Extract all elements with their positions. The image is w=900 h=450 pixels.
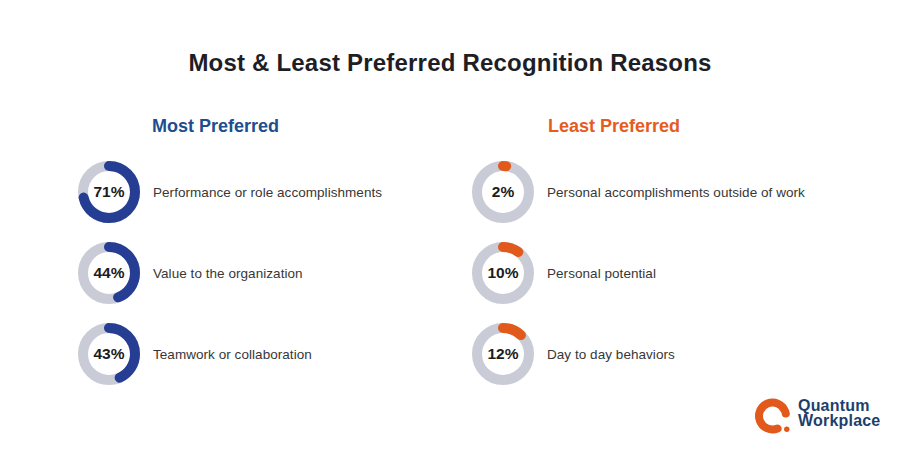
donut-value: 43% [78,323,140,385]
donut-chart: 2% [472,161,534,223]
column-most-preferred: 71% Performance or role accomplishments 44… [78,161,382,404]
donut-row: 44% Value to the organization [78,242,382,304]
donut-row: 2% Personal accomplishments outside of wo… [472,161,805,223]
donut-row: 43% Teamwork or collaboration [78,323,382,385]
donut-label: Teamwork or collaboration [153,347,312,362]
donut-value: 44% [78,242,140,304]
donut-chart: 10% [472,242,534,304]
donut-chart: 12% [472,323,534,385]
donut-value: 10% [472,242,534,304]
heading-most-preferred: Most Preferred [152,116,279,137]
donut-row: 12% Day to day behaviors [472,323,805,385]
heading-least-preferred: Least Preferred [548,116,680,137]
quantum-workplace-logo: Quantum Workplace [751,396,880,440]
quantum-workplace-logo-icon [751,396,795,440]
donut-label: Personal potential [547,266,656,281]
page-title: Most & Least Preferred Recognition Reaso… [0,49,900,77]
donut-row: 71% Performance or role accomplishments [78,161,382,223]
donut-row: 10% Personal potential [472,242,805,304]
quantum-workplace-logo-text: Quantum Workplace [798,398,880,428]
donut-value: 2% [472,161,534,223]
donut-value: 12% [472,323,534,385]
donut-chart: 71% [78,161,140,223]
donut-chart: 43% [78,323,140,385]
donut-chart: 44% [78,242,140,304]
logo-line2: Workplace [798,413,880,428]
donut-label: Value to the organization [153,266,303,281]
column-least-preferred: 2% Personal accomplishments outside of wo… [472,161,805,404]
donut-label: Day to day behaviors [547,347,675,362]
donut-value: 71% [78,161,140,223]
donut-label: Personal accomplishments outside of work [547,185,805,200]
logo-line1: Quantum [798,398,880,413]
donut-label: Performance or role accomplishments [153,185,382,200]
